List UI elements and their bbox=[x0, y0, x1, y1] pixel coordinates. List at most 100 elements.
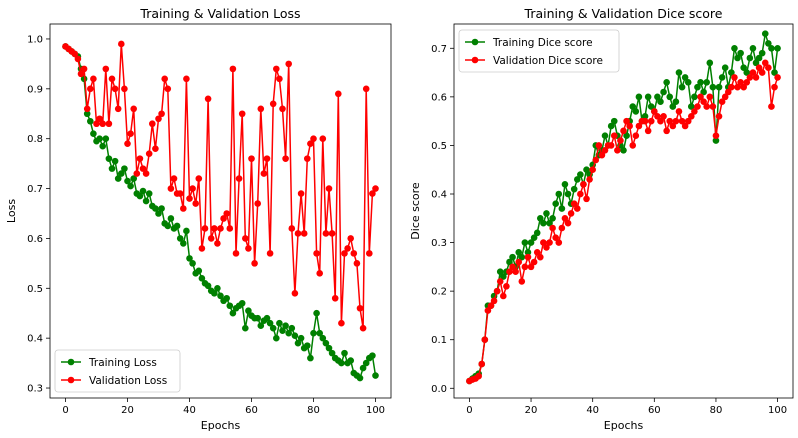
data-point bbox=[108, 75, 116, 83]
data-point bbox=[214, 284, 221, 292]
data-point bbox=[238, 110, 246, 118]
data-point bbox=[96, 135, 103, 142]
data-point bbox=[127, 130, 134, 138]
data-point bbox=[273, 65, 280, 73]
data-point bbox=[102, 65, 110, 73]
data-point bbox=[164, 222, 172, 230]
data-point bbox=[561, 214, 569, 222]
data-point bbox=[145, 150, 153, 157]
data-point bbox=[771, 83, 778, 91]
series-line bbox=[65, 45, 377, 380]
legend-box bbox=[54, 349, 181, 393]
data-point bbox=[186, 195, 193, 202]
data-point bbox=[728, 69, 735, 76]
x-tick-label: 40 bbox=[586, 405, 599, 416]
legend-swatch-marker bbox=[471, 38, 479, 46]
data-point bbox=[220, 215, 227, 222]
data-point bbox=[610, 132, 618, 140]
data-point bbox=[654, 93, 661, 101]
x-tick-label: 20 bbox=[525, 405, 538, 416]
data-point bbox=[610, 117, 618, 125]
data-point bbox=[173, 222, 181, 230]
data-point bbox=[102, 135, 110, 142]
data-point bbox=[500, 273, 507, 280]
data-point bbox=[564, 219, 572, 227]
data-point bbox=[356, 304, 364, 312]
data-point bbox=[688, 112, 695, 120]
data-point bbox=[118, 40, 125, 48]
y-tick-label: 1.0 bbox=[27, 34, 43, 45]
chart-title: Training & Validation Dice score bbox=[524, 6, 723, 21]
data-point bbox=[372, 185, 379, 192]
data-point bbox=[580, 180, 587, 188]
data-point bbox=[254, 314, 261, 322]
data-point bbox=[362, 85, 370, 93]
legend-entry-label: Training Dice score bbox=[492, 37, 593, 49]
data-point bbox=[344, 245, 351, 252]
data-point bbox=[644, 127, 652, 135]
x-axis-label: Epochs bbox=[201, 419, 241, 432]
data-point bbox=[211, 289, 218, 297]
data-point bbox=[706, 93, 714, 101]
data-point bbox=[313, 250, 320, 257]
data-point bbox=[752, 74, 760, 81]
data-point bbox=[186, 255, 193, 262]
data-point bbox=[149, 120, 156, 128]
data-point bbox=[700, 98, 707, 106]
data-point bbox=[307, 140, 314, 147]
data-point bbox=[521, 239, 529, 246]
chart-panel-2: Training & Validation Dice score 0 20 40 60 8… bbox=[409, 6, 794, 432]
data-point bbox=[158, 110, 165, 118]
data-point bbox=[99, 142, 106, 150]
data-point bbox=[749, 44, 757, 52]
data-point bbox=[737, 49, 744, 57]
data-point bbox=[620, 146, 627, 154]
data-point bbox=[142, 197, 150, 205]
data-point bbox=[176, 235, 184, 242]
data-point bbox=[654, 112, 661, 120]
data-point bbox=[549, 224, 556, 232]
data-point bbox=[223, 294, 230, 302]
data-point bbox=[583, 195, 590, 203]
data-point bbox=[226, 225, 234, 232]
data-point bbox=[496, 268, 504, 276]
x-axis-label: Epochs bbox=[604, 419, 644, 432]
data-point bbox=[269, 100, 277, 108]
data-point bbox=[663, 78, 670, 86]
data-point bbox=[127, 182, 134, 190]
data-point bbox=[706, 59, 714, 67]
data-point bbox=[583, 166, 590, 174]
data-point bbox=[297, 334, 305, 342]
data-point bbox=[715, 112, 723, 120]
data-point bbox=[644, 93, 652, 101]
data-point bbox=[697, 78, 704, 86]
data-point bbox=[111, 85, 119, 93]
data-point bbox=[543, 244, 550, 251]
data-point bbox=[601, 146, 609, 154]
data-point bbox=[245, 245, 252, 252]
data-point bbox=[617, 137, 624, 144]
y-tick-label: 0.4 bbox=[27, 334, 43, 345]
data-point bbox=[369, 190, 376, 197]
data-point bbox=[325, 344, 333, 352]
data-point bbox=[316, 329, 324, 337]
data-point bbox=[83, 105, 91, 113]
data-point bbox=[226, 302, 234, 310]
data-point bbox=[586, 176, 593, 183]
y-axis-label: Dice score bbox=[409, 182, 422, 240]
y-tick-label: 0.9 bbox=[27, 84, 43, 95]
data-point bbox=[694, 103, 701, 110]
data-point bbox=[130, 105, 137, 113]
data-point bbox=[356, 374, 364, 382]
data-point bbox=[500, 292, 507, 300]
data-point bbox=[691, 93, 698, 101]
data-point bbox=[641, 117, 649, 125]
data-point bbox=[347, 235, 355, 242]
data-point bbox=[142, 170, 150, 177]
data-point bbox=[285, 60, 293, 68]
data-point bbox=[755, 54, 763, 62]
data-point bbox=[543, 210, 550, 217]
data-point bbox=[242, 235, 249, 242]
data-point bbox=[641, 112, 649, 120]
data-point bbox=[87, 117, 94, 125]
